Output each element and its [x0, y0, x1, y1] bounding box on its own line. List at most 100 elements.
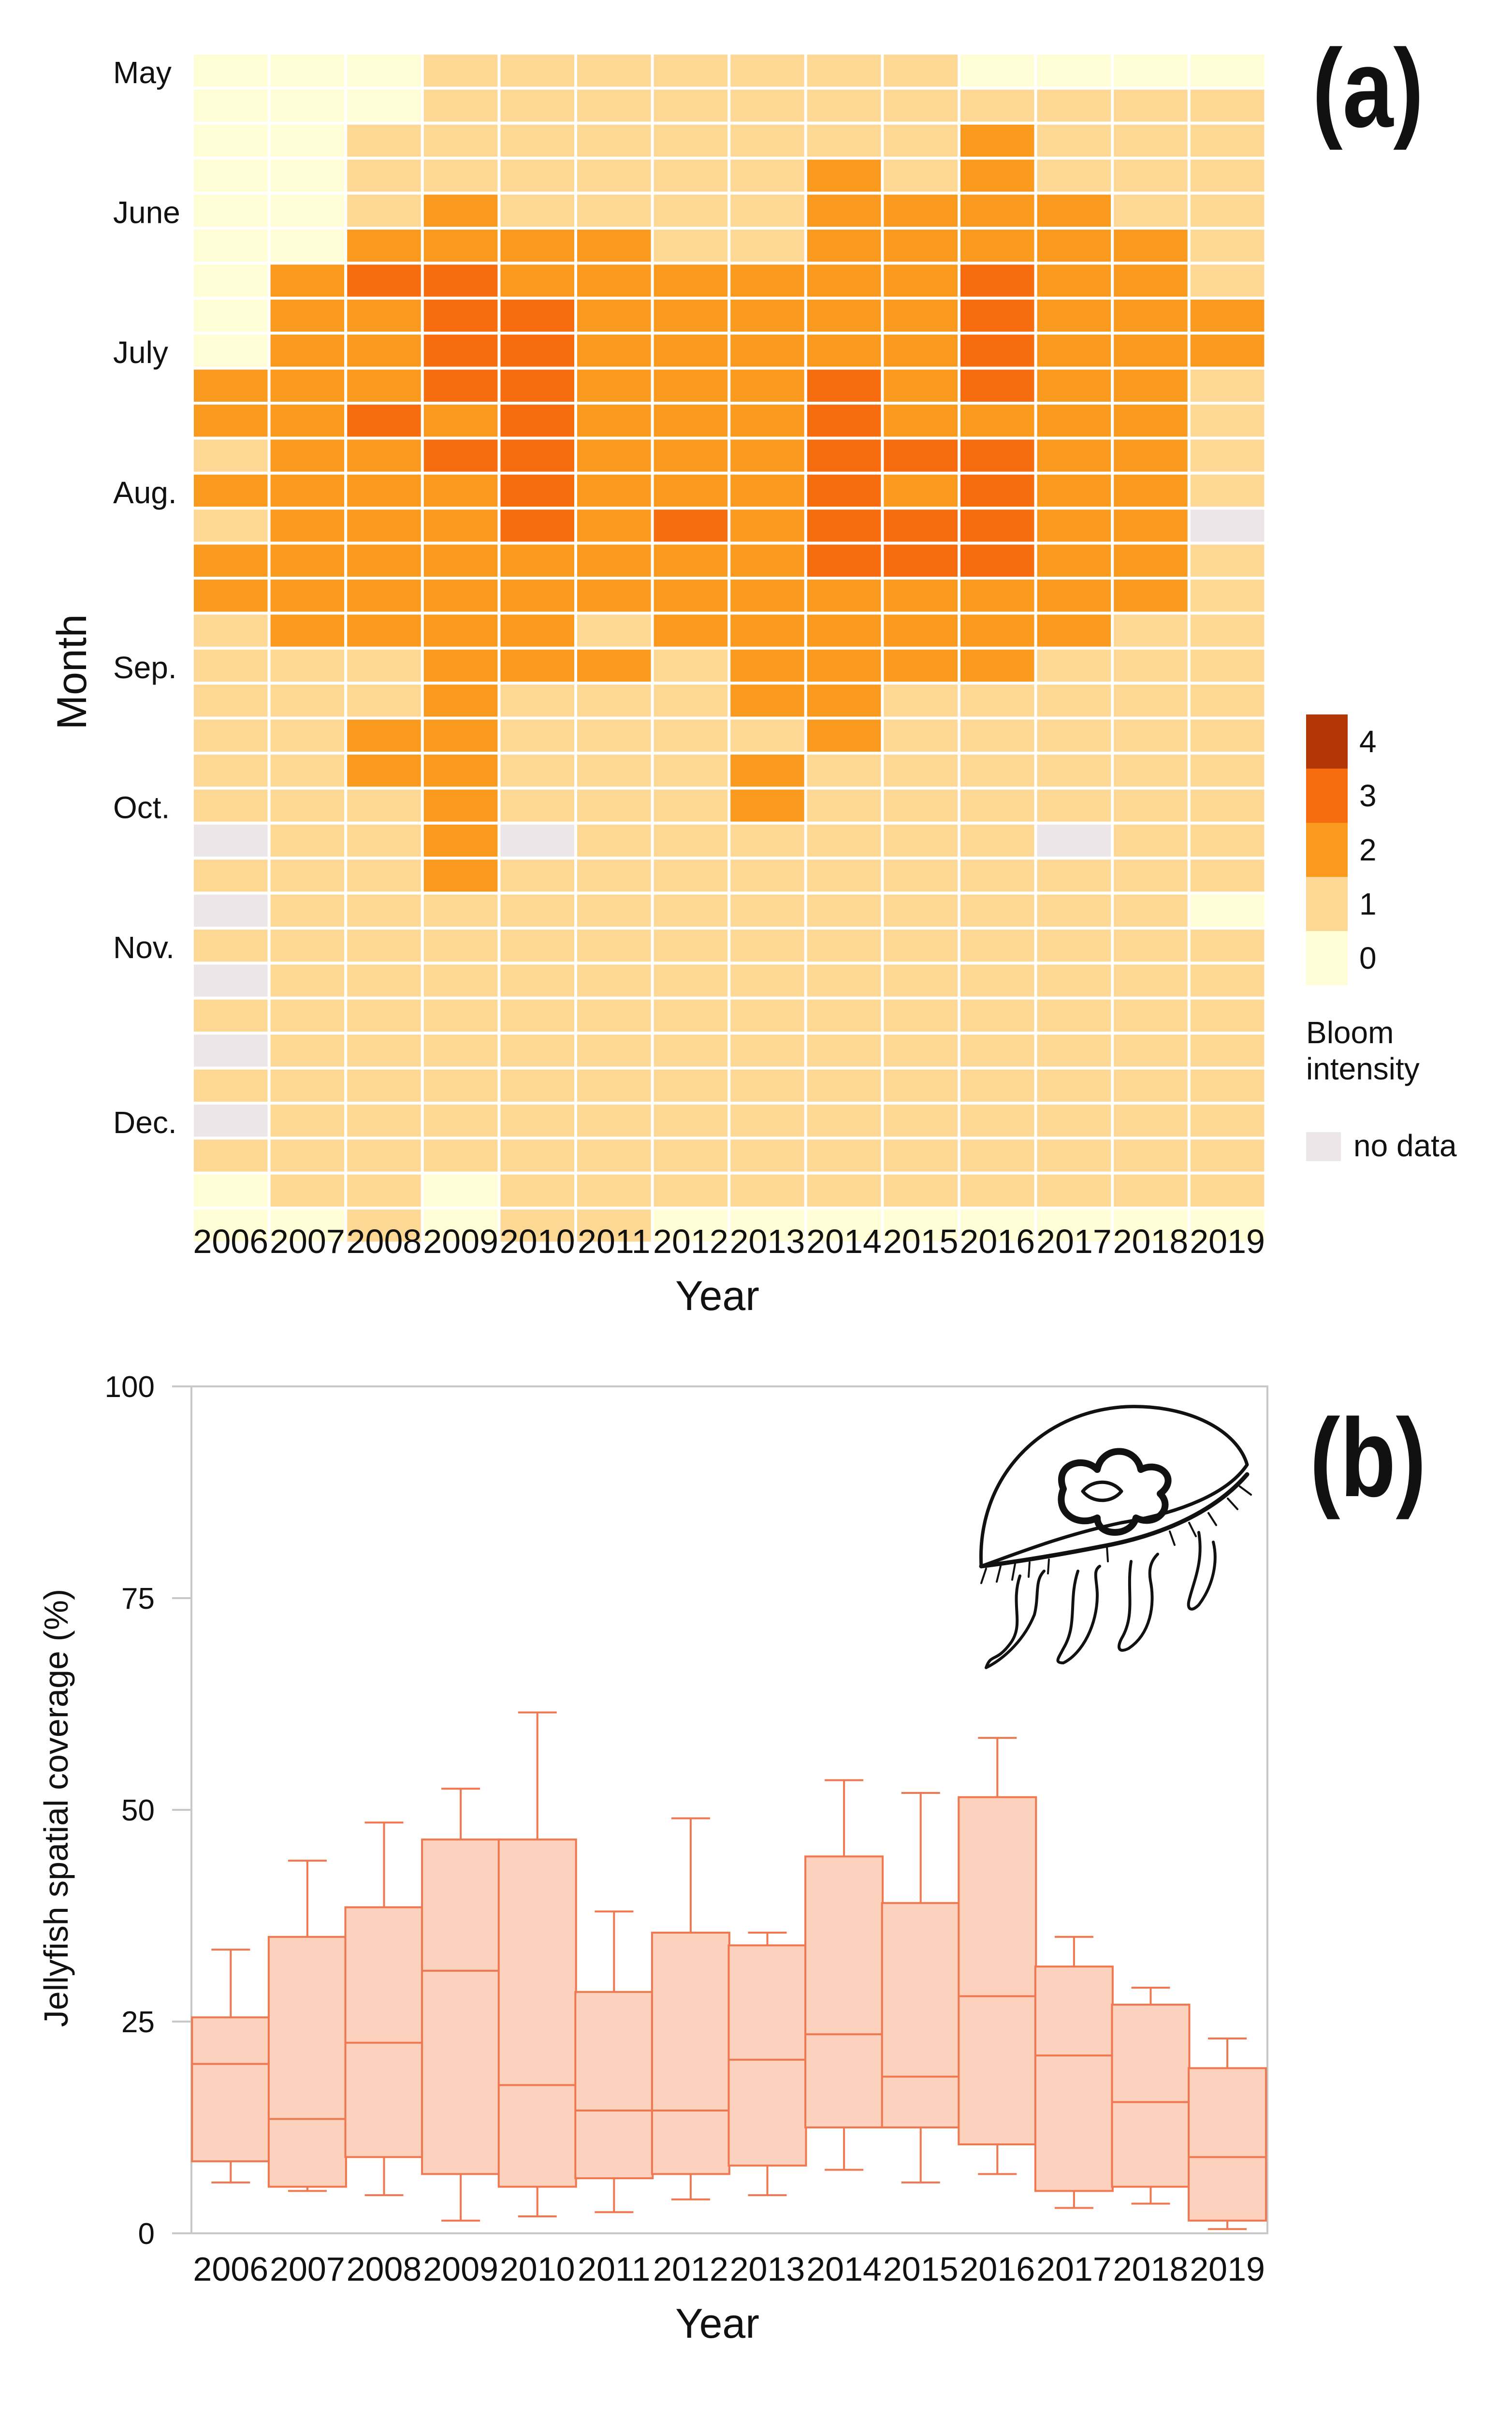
heatmap-cell	[497, 927, 578, 965]
heatmap-cell	[267, 402, 348, 440]
heatmap-cell	[651, 52, 731, 90]
heatmap-cell	[1111, 961, 1191, 1000]
boxplot-year-label: 2017	[1036, 2250, 1112, 2288]
box-2009	[421, 1788, 501, 2222]
heatmap-cell	[958, 577, 1037, 615]
heatmap-cell	[804, 227, 884, 265]
box-iqr	[191, 2016, 271, 2163]
heatmap-cell	[804, 612, 884, 650]
heatmap-cell	[344, 52, 424, 90]
heatmap-cell	[191, 1171, 271, 1210]
heatmap-cell	[344, 857, 424, 895]
heatmap-cell	[1111, 646, 1191, 685]
heatmap-cell	[267, 471, 348, 510]
boxplot-year-label: 2006	[193, 2250, 268, 2288]
legend-title-line2: intensity	[1306, 1051, 1420, 1086]
heatmap-cell	[1034, 891, 1114, 930]
heatmap-cell	[1034, 821, 1114, 860]
heatmap-cell	[191, 996, 271, 1035]
heatmap-cell	[1034, 786, 1114, 825]
heatmap-cell	[881, 927, 961, 965]
heatmap-cell	[804, 262, 884, 300]
heatmap-cell	[1187, 1171, 1267, 1210]
heatmap-cell	[1034, 996, 1114, 1035]
heatmap-cell	[727, 577, 807, 615]
heatmap-cell	[727, 437, 807, 475]
heatmap-cell	[881, 752, 961, 790]
heatmap-cell	[881, 646, 961, 685]
heatmap-cell	[727, 716, 807, 755]
heatmap-cell	[881, 612, 961, 650]
heatmap-cell	[651, 296, 731, 335]
box-2013	[727, 1932, 807, 2197]
heatmap-cell	[804, 1102, 884, 1140]
heatmap-cell	[727, 332, 807, 370]
heatmap-cell	[881, 857, 961, 895]
heatmap-cell	[727, 262, 807, 300]
heatmap-cell	[191, 332, 271, 370]
heatmap-cell	[1034, 961, 1114, 1000]
heatmap-cell	[497, 157, 578, 195]
heatmap-cell	[344, 821, 424, 860]
heatmap-cell	[421, 332, 501, 370]
jellyfish-gonads	[1058, 1448, 1172, 1536]
heatmap-cell	[958, 437, 1037, 475]
heatmap-cell	[497, 752, 578, 790]
heatmap-cell	[1034, 121, 1114, 160]
heatmap-cell	[1034, 366, 1114, 405]
heatmap-cell	[497, 891, 578, 930]
heatmap-cell	[574, 296, 654, 335]
heatmap-cell	[727, 191, 807, 230]
heatmap-cell	[958, 1066, 1037, 1105]
heatmap-cell	[651, 121, 731, 160]
legend-level-label: 1	[1359, 887, 1377, 921]
heatmap-cell	[804, 752, 884, 790]
heatmap-cell	[1187, 646, 1267, 685]
box-iqr	[1188, 2067, 1267, 2222]
heatmap-cell	[958, 996, 1037, 1035]
heatmap-cell	[651, 857, 731, 895]
heatmap-cell	[1111, 1102, 1191, 1140]
heatmap-cell	[727, 87, 807, 125]
heatmap-cell	[727, 786, 807, 825]
heatmap-cell	[267, 191, 348, 230]
heatmap-cell	[727, 1066, 807, 1105]
boxplot-year-label: 2013	[730, 2250, 805, 2288]
heatmap-cell	[727, 612, 807, 650]
heatmap-cell	[804, 366, 884, 405]
heatmap-cell	[191, 961, 271, 1000]
heatmap-cell	[191, 227, 271, 265]
heatmap-cell	[574, 786, 654, 825]
heatmap-cell	[804, 577, 884, 615]
heatmap-cell	[421, 296, 501, 335]
heatmap-cell	[958, 191, 1037, 230]
heatmap-cell	[958, 1136, 1037, 1175]
heatmap-cell	[1187, 716, 1267, 755]
heatmap-cell	[651, 1171, 731, 1210]
heatmap-cell	[344, 961, 424, 1000]
heatmap-cell	[804, 471, 884, 510]
heatmap-year-label: 2015	[883, 1223, 959, 1260]
heatmap-cell	[651, 1102, 731, 1140]
heatmap-cell	[344, 262, 424, 300]
heatmap-cell	[804, 1207, 884, 1245]
heatmap-cell	[727, 227, 807, 265]
heatmap-cell	[421, 541, 501, 580]
heatmap-cell	[1187, 1207, 1267, 1245]
box-iqr	[651, 1932, 730, 2175]
heatmap-cell	[1111, 1171, 1191, 1210]
heatmap-cell	[958, 507, 1037, 545]
month-label: May	[113, 55, 172, 90]
heatmap-cell	[804, 402, 884, 440]
heatmap-cell	[497, 402, 578, 440]
heatmap-cell	[958, 961, 1037, 1000]
heatmap-cell	[651, 996, 731, 1035]
heatmap-cell	[1111, 1066, 1191, 1105]
heatmap-cell	[804, 716, 884, 755]
heatmap-cell	[191, 577, 271, 615]
heatmap-cell	[1187, 1102, 1267, 1140]
heatmap-cell	[804, 332, 884, 370]
heatmap-cell	[267, 332, 348, 370]
legend-no-data-label: no data	[1353, 1128, 1457, 1163]
heatmap-cell	[344, 1032, 424, 1070]
